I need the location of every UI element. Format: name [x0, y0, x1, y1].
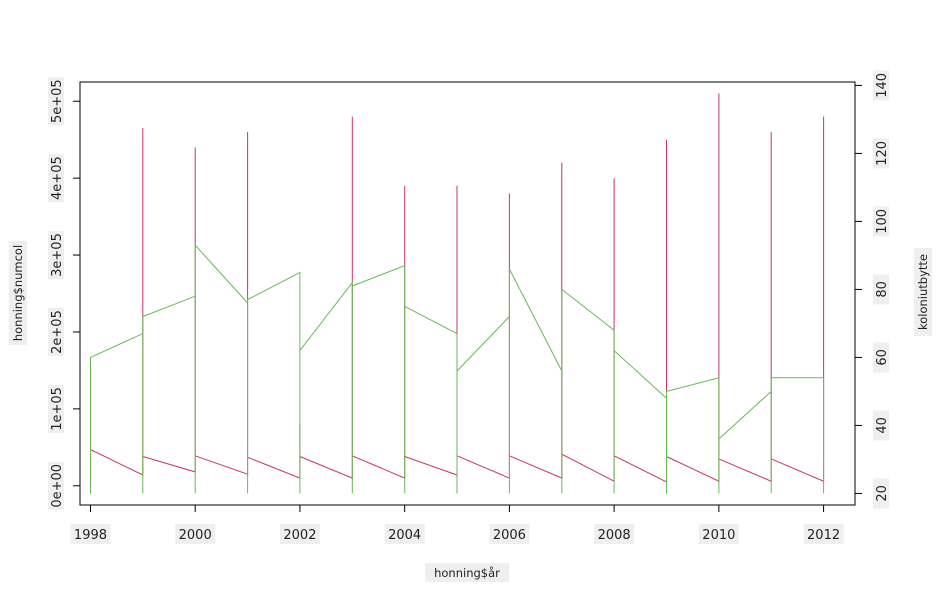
y-right-axis-title-bg: [914, 248, 932, 336]
x-tick-label: 2008: [598, 528, 631, 543]
x-tick-label-bg: [803, 524, 844, 544]
y-right-tick-label: 120: [875, 141, 890, 166]
y-left-tick-label-bg: [48, 307, 64, 356]
series-layer: [90, 93, 825, 494]
y-left-tick-label: 0e+00: [50, 464, 65, 508]
x-axis-title-bg: [425, 563, 509, 582]
y-left-tick-label: 1e+05: [50, 387, 65, 431]
y-left-tick-label-bg: [48, 231, 64, 280]
x-tick-label: 2006: [493, 528, 526, 543]
y-left-tick-label-bg: [48, 461, 64, 510]
y-right-tick-label-bg: [873, 206, 889, 237]
y-right-tick-label: 40: [875, 417, 890, 434]
x-tick-label: 2000: [179, 528, 212, 543]
x-axis-title: honning$år: [434, 566, 500, 580]
x-tick-label: 2012: [807, 528, 840, 543]
y-left-tick-label: 4e+05: [50, 156, 65, 200]
y-left-tick-label-bg: [48, 77, 64, 126]
y-left-tick-label-bg: [48, 154, 64, 203]
x-tick-label: 2002: [283, 528, 316, 543]
y-right-tick-label-bg: [873, 342, 889, 373]
x-tick-label-bg: [175, 524, 216, 544]
y-right-tick-label-bg: [873, 138, 889, 169]
y-axis-right: 20 40 60 80 100 120 140: [855, 70, 890, 509]
y-right-tick-label-bg: [873, 274, 889, 305]
y-right-tick-label-bg: [873, 70, 889, 101]
x-tick-label-bg: [594, 524, 635, 544]
y-right-tick-label-bg: [873, 410, 889, 441]
y-right-axis-title: koloniutbytte: [916, 254, 930, 330]
y-axis-left: 0e+00 1e+05 2e+05 3e+05 4e+05 5e+05: [48, 77, 80, 510]
x-tick-label-bg: [698, 524, 739, 544]
y-left-tick-label-bg: [48, 384, 64, 433]
y-left-axis-title: honning$numcol: [11, 245, 25, 341]
x-tick-label-bg: [70, 524, 111, 544]
y-right-tick-label-bg: [873, 478, 889, 509]
x-tick-label: 1998: [74, 528, 107, 543]
x-tick-label: 2010: [702, 528, 735, 543]
plot-frame: [79, 81, 856, 506]
y-right-tick-label: 20: [875, 485, 890, 502]
y-left-tick-label: 5e+05: [50, 79, 65, 123]
series-line-koloniutbytte: [90, 243, 825, 494]
y-left-axis-title-bg: [9, 241, 27, 345]
y-right-tick-label: 140: [875, 73, 890, 98]
x-tick-label-bg: [489, 524, 530, 544]
y-right-tick-label: 100: [875, 209, 890, 234]
x-axis: 1998 2000 2002 2004 2006 2008 2010 2012: [70, 505, 844, 544]
y-right-tick-label: 60: [875, 349, 890, 366]
x-tick-label-bg: [384, 524, 425, 544]
y-left-tick-label: 2e+05: [50, 310, 65, 354]
x-tick-label-bg: [279, 524, 320, 544]
y-right-tick-label: 80: [875, 281, 890, 298]
x-tick-label: 2004: [388, 528, 421, 543]
y-left-tick-label: 3e+05: [50, 233, 65, 277]
